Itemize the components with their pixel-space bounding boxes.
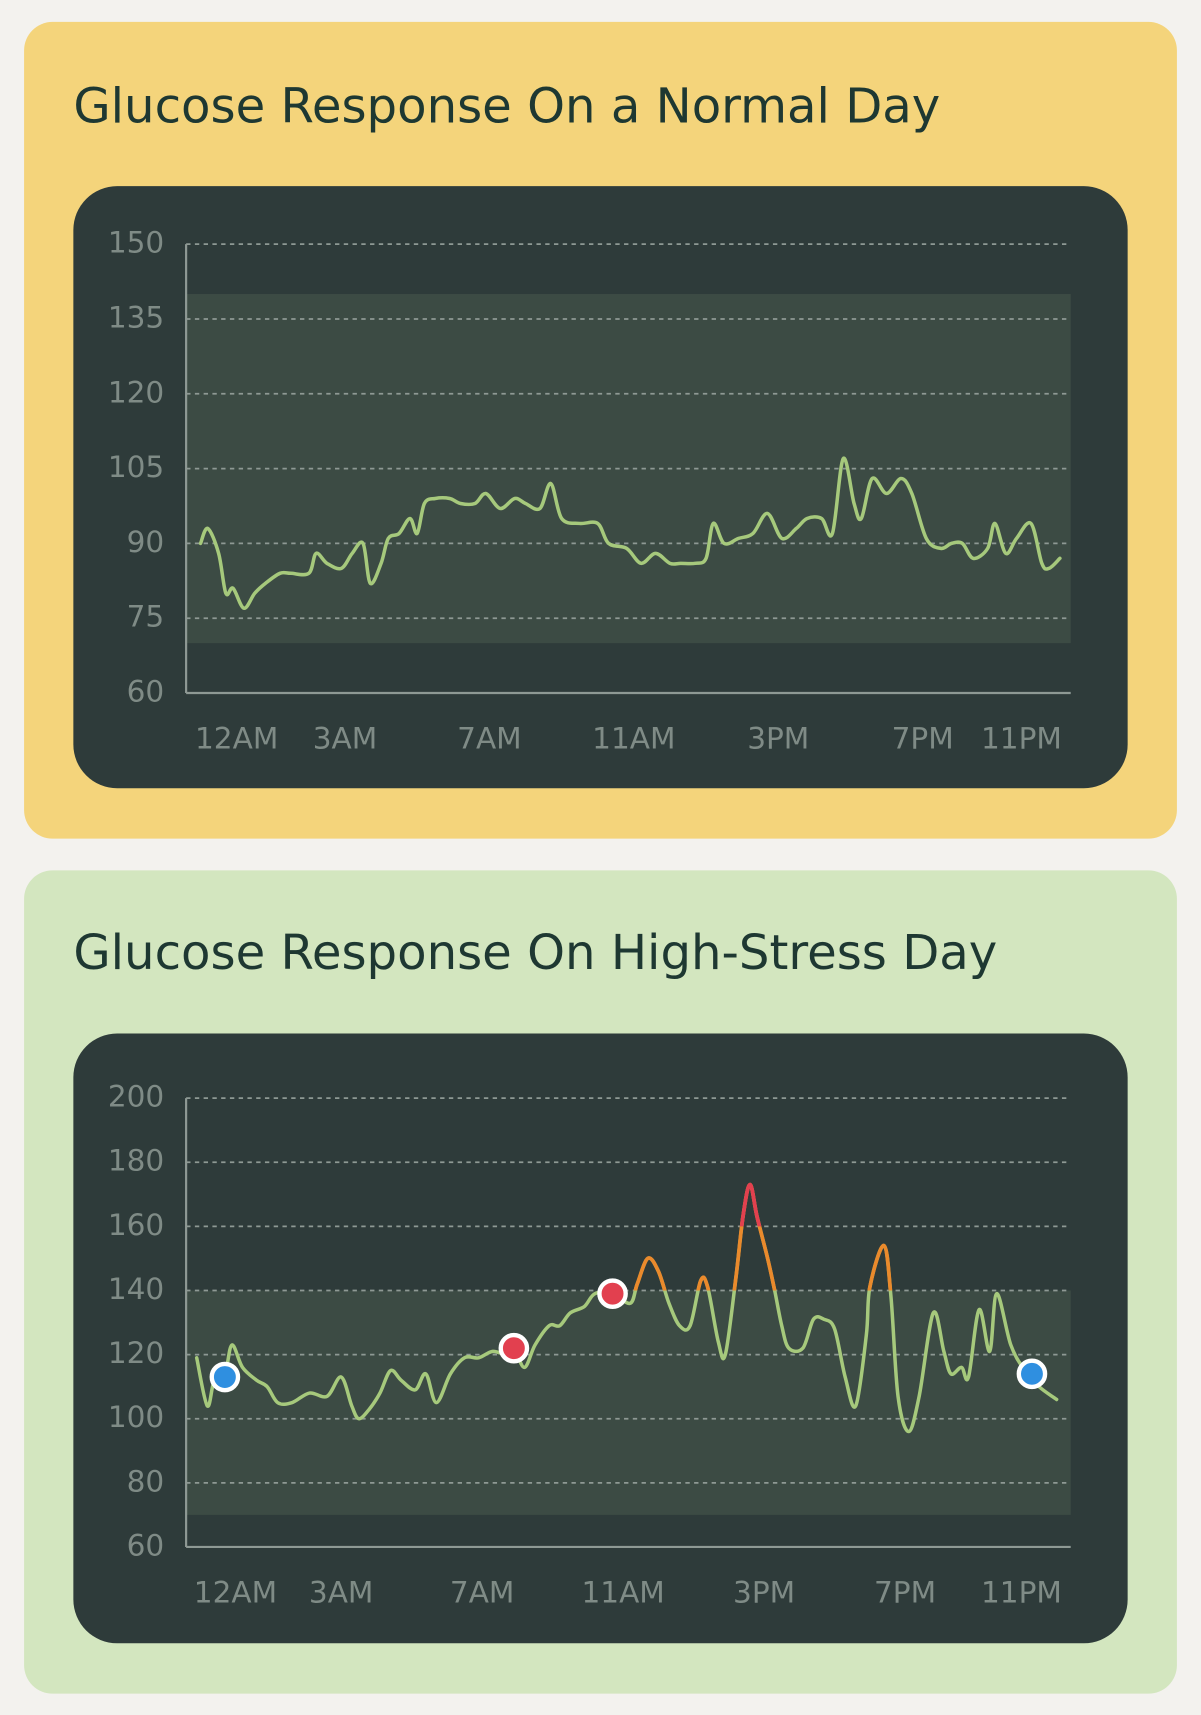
y-tick-label: 60: [127, 675, 165, 709]
y-tick-label: 80: [127, 1464, 165, 1498]
x-tick-label: 7AM: [457, 722, 522, 756]
event-marker: [597, 1278, 628, 1309]
x-tick-label: 3AM: [313, 722, 378, 756]
y-tick-label: 160: [108, 1208, 164, 1242]
x-tick-label: 11PM: [981, 1576, 1062, 1610]
y-tick-label: 90: [127, 525, 165, 559]
x-tick-label: 11PM: [981, 722, 1062, 756]
x-tick-label: 7PM: [874, 1576, 936, 1610]
x-tick-label: 7AM: [450, 1576, 515, 1610]
x-tick-label: 11AM: [581, 1576, 664, 1610]
y-tick-label: 100: [108, 1400, 164, 1434]
event-marker: [498, 1332, 530, 1364]
x-tick-label: 12AM: [195, 722, 278, 756]
event-marker: [1016, 1358, 1048, 1390]
y-tick-label: 105: [108, 450, 164, 484]
y-tick-label: 180: [108, 1144, 164, 1178]
x-tick-label: 3PM: [733, 1576, 795, 1610]
x-tick-label: 3AM: [309, 1576, 374, 1610]
y-tick-label: 150: [108, 226, 164, 260]
glucose-line: [194, 1182, 1059, 1434]
y-tick-label: 60: [127, 1528, 165, 1562]
target-band: [186, 1290, 1071, 1515]
x-tick-label: 11AM: [592, 722, 675, 756]
chart-title: Glucose Response On a Normal Day: [73, 79, 940, 135]
event-marker: [209, 1361, 241, 1393]
y-tick-label: 75: [127, 600, 165, 634]
x-tick-label: 3PM: [747, 722, 809, 756]
y-tick-label: 120: [108, 1336, 164, 1370]
chart-title: Glucose Response On High-Stress Day: [73, 925, 997, 981]
y-tick-label: 120: [108, 375, 164, 409]
y-tick-label: 200: [108, 1080, 164, 1114]
y-tick-label: 135: [108, 300, 164, 334]
x-tick-label: 7PM: [892, 722, 954, 756]
glucose-line: [198, 456, 1062, 610]
y-tick-label: 140: [108, 1272, 164, 1306]
x-tick-label: 12AM: [194, 1576, 277, 1610]
